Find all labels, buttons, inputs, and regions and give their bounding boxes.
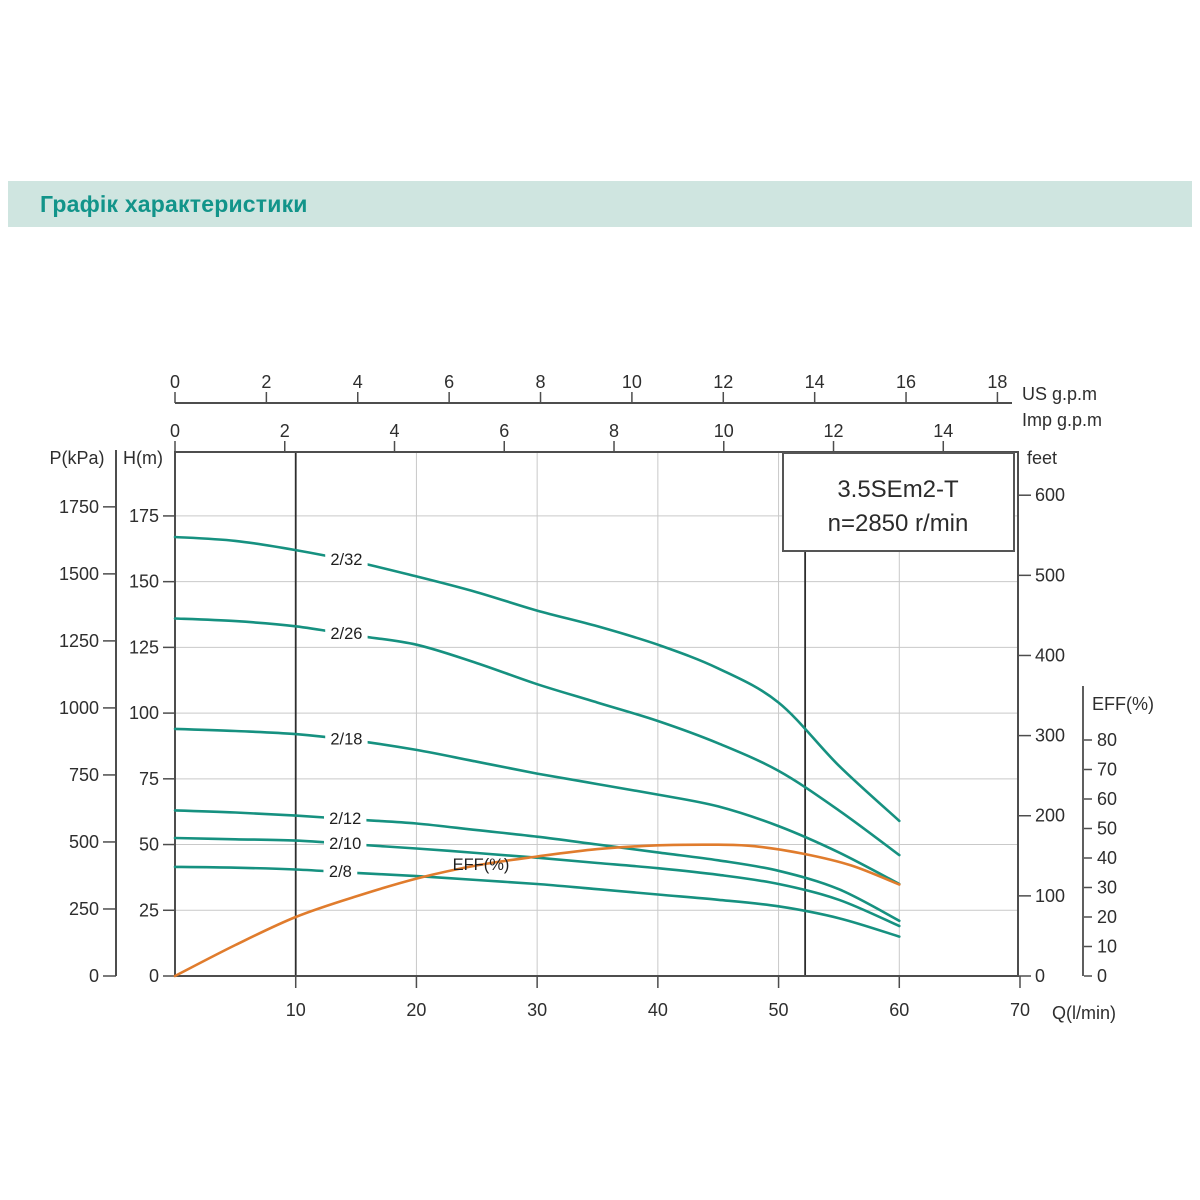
imp-gpm-tick-label-8: 8 xyxy=(609,421,619,441)
us-gpm-tick-label-6: 6 xyxy=(444,372,454,392)
eff-curve-label: EFF(%) xyxy=(453,856,510,874)
curve-label-2-26: 2/26 xyxy=(330,625,362,643)
eff-tick-label-70: 70 xyxy=(1097,760,1117,780)
p-kpa-tick-label-1000: 1000 xyxy=(59,698,99,718)
curve-label-bg-2-32 xyxy=(325,552,368,569)
eff-tick-label-0: 0 xyxy=(1097,966,1107,986)
p-kpa-tick-label-750: 750 xyxy=(69,765,99,785)
p-kpa-tick-label-1250: 1250 xyxy=(59,631,99,651)
section-banner: Графік характеристики xyxy=(8,181,1192,227)
imp-gpm-tick-label-6: 6 xyxy=(499,421,509,441)
h-tick-label-125: 125 xyxy=(129,637,159,657)
imp-gpm-tick-label-12: 12 xyxy=(824,421,844,441)
curve-2-26 xyxy=(173,617,901,857)
imp-gpm-tick-label-2: 2 xyxy=(280,421,290,441)
p-kpa-axis-title: P(kPa) xyxy=(49,448,104,468)
model-name: 3.5SEm2-T xyxy=(837,476,959,503)
h-axis-title: H(m) xyxy=(123,448,163,468)
curve-2-8 xyxy=(173,865,901,938)
eff-tick-label-20: 20 xyxy=(1097,907,1117,927)
feet-axis-title: feet xyxy=(1027,448,1057,468)
us-gpm-tick-label-8: 8 xyxy=(536,372,546,392)
p-kpa-tick-label-250: 250 xyxy=(69,899,99,919)
q-tick-label-40: 40 xyxy=(648,1000,668,1020)
h-tick-label-150: 150 xyxy=(129,572,159,592)
curve-2-12 xyxy=(173,809,901,923)
us-gpm-tick-label-4: 4 xyxy=(353,372,363,392)
q-tick-label-10: 10 xyxy=(286,1000,306,1020)
us-gpm-tick-label-2: 2 xyxy=(261,372,271,392)
eff-tick-label-50: 50 xyxy=(1097,819,1117,839)
p-kpa-tick-label-1500: 1500 xyxy=(59,564,99,584)
eff-tick-label-10: 10 xyxy=(1097,937,1117,957)
h-tick-label-25: 25 xyxy=(139,900,159,920)
feet-tick-label-300: 300 xyxy=(1035,726,1065,746)
curve-label-bg-2-26 xyxy=(325,626,368,643)
imp-gpm-tick-label-4: 4 xyxy=(389,421,399,441)
imp-gpm-axis-title: Imp g.p.m xyxy=(1022,410,1102,430)
p-kpa-tick-label-500: 500 xyxy=(69,832,99,852)
model-speed: n=2850 r/min xyxy=(828,510,969,537)
curve-eff xyxy=(173,843,901,978)
us-gpm-tick-label-16: 16 xyxy=(896,372,916,392)
eff-tick-label-80: 80 xyxy=(1097,730,1117,750)
h-tick-label-50: 50 xyxy=(139,835,159,855)
p-kpa-tick-label-0: 0 xyxy=(89,966,99,986)
imp-gpm-tick-label-10: 10 xyxy=(714,421,734,441)
curve-label-bg-2-18 xyxy=(325,731,368,748)
curve-label-2-12: 2/12 xyxy=(329,810,361,828)
q-tick-label-30: 30 xyxy=(527,1000,547,1020)
q-tick-label-50: 50 xyxy=(769,1000,789,1020)
q-axis-title: Q(l/min) xyxy=(1052,1003,1116,1023)
q-tick-label-70: 70 xyxy=(1010,1000,1030,1020)
feet-tick-label-500: 500 xyxy=(1035,565,1065,585)
imp-gpm-tick-label-14: 14 xyxy=(933,421,953,441)
us-gpm-tick-label-14: 14 xyxy=(805,372,825,392)
q-tick-label-20: 20 xyxy=(406,1000,426,1020)
curve-label-2-18: 2/18 xyxy=(330,731,362,749)
us-gpm-tick-label-0: 0 xyxy=(170,372,180,392)
p-kpa-tick-label-1750: 1750 xyxy=(59,497,99,517)
us-gpm-tick-label-12: 12 xyxy=(713,372,733,392)
feet-tick-label-400: 400 xyxy=(1035,645,1065,665)
eff-tick-label-60: 60 xyxy=(1097,789,1117,809)
h-tick-label-175: 175 xyxy=(129,506,159,526)
curve-label-bg-2-10 xyxy=(324,835,367,852)
curve-2-18 xyxy=(173,727,901,886)
section-title: Графік характеристики xyxy=(40,190,308,217)
eff-tick-label-40: 40 xyxy=(1097,848,1117,868)
curve-label-2-8: 2/8 xyxy=(329,863,352,881)
us-gpm-axis-title: US g.p.m xyxy=(1022,384,1097,404)
h-tick-label-0: 0 xyxy=(149,966,159,986)
feet-tick-label-200: 200 xyxy=(1035,806,1065,826)
curve-label-2-10: 2/10 xyxy=(329,835,361,853)
plot-frame xyxy=(174,451,1019,977)
curve-label-bg-2-8 xyxy=(323,864,358,881)
us-gpm-tick-label-18: 18 xyxy=(987,372,1007,392)
q-tick-label-60: 60 xyxy=(889,1000,909,1020)
curve-2-32 xyxy=(173,535,901,823)
eff-tick-label-30: 30 xyxy=(1097,878,1117,898)
imp-gpm-tick-label-0: 0 xyxy=(170,421,180,441)
h-tick-label-100: 100 xyxy=(129,703,159,723)
feet-tick-label-0: 0 xyxy=(1035,966,1045,986)
curve-label-bg-2-12 xyxy=(324,810,367,827)
feet-tick-label-600: 600 xyxy=(1035,485,1065,505)
model-label-box xyxy=(782,452,1015,552)
feet-tick-label-100: 100 xyxy=(1035,886,1065,906)
h-tick-label-75: 75 xyxy=(139,769,159,789)
eff-axis-title: EFF(%) xyxy=(1092,694,1154,714)
curve-label-2-32: 2/32 xyxy=(330,551,362,569)
us-gpm-tick-label-10: 10 xyxy=(622,372,642,392)
